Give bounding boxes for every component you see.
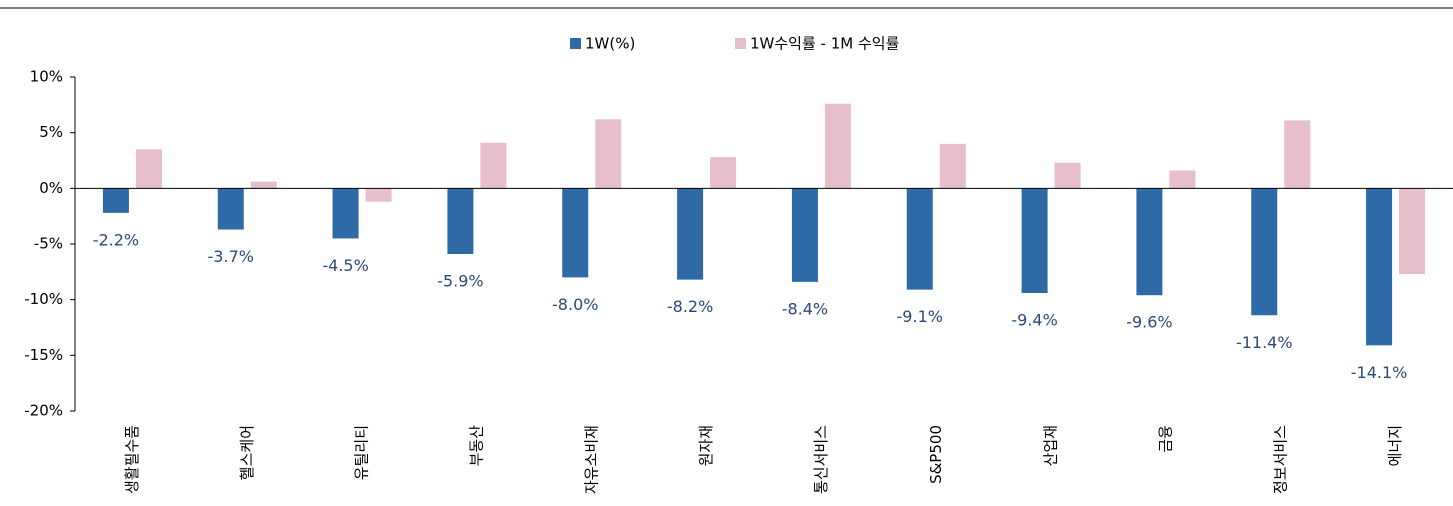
bar xyxy=(791,188,818,282)
x-tick-label: 헬스케어 xyxy=(238,425,256,480)
y-tick-label: -20% xyxy=(24,402,63,420)
x-tick-label: 금융 xyxy=(1156,425,1174,453)
bar xyxy=(1399,188,1426,275)
x-tick-label: 자유소비재 xyxy=(582,425,600,494)
legend-label: 1W(%) xyxy=(585,35,635,53)
bar xyxy=(824,103,851,189)
value-label: -3.7% xyxy=(208,247,254,266)
value-label: -11.4% xyxy=(1236,333,1293,352)
bar xyxy=(1251,188,1278,316)
value-label: -5.9% xyxy=(437,272,483,291)
bar xyxy=(1366,188,1393,346)
bar xyxy=(1284,120,1311,189)
x-tick-label: 통신서비스 xyxy=(812,425,830,494)
x-tick-label: 정보서비스 xyxy=(1271,425,1289,494)
x-tick-label: 유틸리티 xyxy=(353,425,371,480)
bar xyxy=(677,188,704,280)
x-tick-label: S&P500 xyxy=(927,425,945,484)
bar xyxy=(906,188,933,290)
bar xyxy=(562,188,589,278)
value-label: -2.2% xyxy=(93,230,139,249)
x-tick-label: 에너지 xyxy=(1386,425,1404,466)
value-label: -9.6% xyxy=(1126,313,1172,332)
x-tick-label: 산업재 xyxy=(1042,425,1060,466)
legend-swatch xyxy=(570,38,581,49)
value-label: -4.5% xyxy=(322,256,368,275)
bar xyxy=(1021,188,1048,293)
bar xyxy=(939,143,966,189)
value-label: -8.2% xyxy=(667,297,713,316)
x-tick-label: 원자재 xyxy=(697,425,715,466)
bar xyxy=(710,157,737,189)
bar xyxy=(480,142,507,189)
bar xyxy=(595,119,622,189)
x-tick-label: 부동산 xyxy=(467,425,485,467)
bar xyxy=(1136,188,1163,296)
bar xyxy=(135,149,162,189)
value-label: -14.1% xyxy=(1351,363,1408,382)
value-label: -9.1% xyxy=(897,307,943,326)
bar xyxy=(1169,170,1196,189)
legend-label: 1W수익률 - 1M 수익률 xyxy=(750,35,900,53)
bar xyxy=(102,188,129,213)
bar xyxy=(447,188,474,255)
y-tick-label: 10% xyxy=(30,68,63,86)
x-tick-label: 생활필수품 xyxy=(123,425,141,494)
bar xyxy=(332,188,359,239)
value-label: -8.4% xyxy=(782,299,828,318)
bar xyxy=(217,188,244,230)
y-tick-label: 0% xyxy=(39,179,63,197)
value-label: -8.0% xyxy=(552,295,598,314)
y-tick-label: -5% xyxy=(34,235,63,253)
bar xyxy=(250,181,277,189)
bar xyxy=(1054,162,1081,189)
legend-swatch xyxy=(735,38,746,49)
value-label: -9.4% xyxy=(1011,310,1057,329)
y-tick-label: -15% xyxy=(24,346,63,364)
y-tick-label: -10% xyxy=(24,290,63,308)
y-tick-label: 5% xyxy=(39,123,63,141)
bar xyxy=(365,188,392,202)
